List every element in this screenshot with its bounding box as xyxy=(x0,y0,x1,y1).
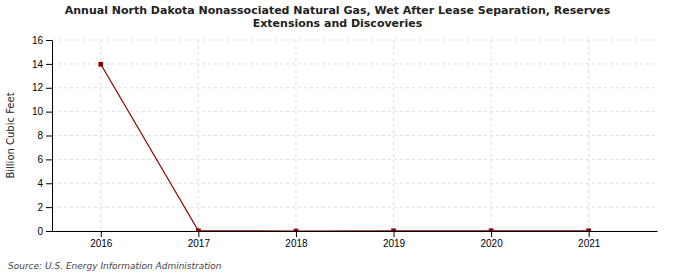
tick-label: 2021 xyxy=(578,238,601,249)
marker xyxy=(489,228,494,231)
tick-label: 2017 xyxy=(188,238,211,249)
tick: 2020 xyxy=(480,231,503,249)
tick-mark xyxy=(46,231,52,232)
grid-line xyxy=(52,111,657,112)
marker xyxy=(196,228,201,231)
tick-mark xyxy=(46,88,52,89)
tick-label: 6 xyxy=(37,154,43,165)
plot: 2016 2017 2018 2019 2020 2021 0 2 4 6 8 10 12 14 16 xyxy=(32,35,658,249)
source: Source: U.S. Energy Information Administ… xyxy=(8,261,222,271)
marker xyxy=(294,229,299,231)
tick: 6 xyxy=(37,154,52,165)
grid-line xyxy=(100,40,101,231)
title-line: Annual North Dakota Nonassociated Natura… xyxy=(65,4,611,17)
tick-label: 2 xyxy=(37,202,43,213)
tick: 2019 xyxy=(383,231,406,249)
tick-mark xyxy=(394,231,395,237)
tick-mark xyxy=(296,231,297,237)
grid-line xyxy=(52,207,657,208)
tick: 14 xyxy=(32,59,52,70)
tick: 4 xyxy=(37,178,52,189)
line xyxy=(101,64,589,231)
x-axis: 2016 2017 2018 2019 2020 2021 xyxy=(53,231,658,249)
marker xyxy=(98,62,103,67)
tick-label: 2018 xyxy=(285,238,308,249)
tick: 2021 xyxy=(578,231,601,249)
grid-line xyxy=(588,40,589,231)
grid-line xyxy=(295,40,296,231)
tick: 2016 xyxy=(90,231,113,249)
tick: 2018 xyxy=(285,231,308,249)
tick-mark xyxy=(198,231,199,237)
tick-mark xyxy=(46,159,52,160)
series xyxy=(98,62,591,231)
grid-line xyxy=(52,63,657,64)
tick: 0 xyxy=(37,226,52,237)
axis-line xyxy=(52,41,53,232)
title: Annual North Dakota Nonassociated Natura… xyxy=(65,4,611,30)
tick: 2 xyxy=(37,202,52,213)
marker xyxy=(586,228,591,231)
tick-mark xyxy=(46,40,52,41)
tick-label: 16 xyxy=(32,35,44,46)
tick-label: 8 xyxy=(37,130,43,141)
tick-label: 14 xyxy=(32,59,44,70)
tick-mark xyxy=(491,231,492,237)
tick-label: 2019 xyxy=(383,238,406,249)
tick-label: 0 xyxy=(37,226,43,237)
grid-line xyxy=(52,87,657,88)
y-axis-label: Billion Cubic Feet xyxy=(5,92,16,178)
tick: 8 xyxy=(37,130,52,141)
tick: 12 xyxy=(32,82,52,93)
tick-label: 4 xyxy=(37,178,43,189)
tick-mark xyxy=(46,183,52,184)
grid-line xyxy=(393,40,394,231)
grid-line xyxy=(52,183,657,184)
tick-label: 12 xyxy=(32,82,44,93)
grid xyxy=(52,40,657,231)
tick-mark xyxy=(46,112,52,113)
tick: 16 xyxy=(32,35,52,46)
tick-label: 2016 xyxy=(90,238,113,249)
tick-mark xyxy=(46,136,52,137)
tick-mark xyxy=(46,207,52,208)
tick-label: 2020 xyxy=(480,238,503,249)
tick: 2017 xyxy=(188,231,211,249)
grid-line xyxy=(491,40,492,231)
tick-mark xyxy=(589,231,590,237)
grid-line xyxy=(52,40,657,41)
marker xyxy=(391,228,396,231)
tick-mark xyxy=(101,231,102,237)
tick-label: 10 xyxy=(32,106,44,117)
axis-line xyxy=(53,231,658,232)
y-axis: 0 2 4 6 8 10 12 14 16 xyxy=(32,35,53,237)
chart: Annual North Dakota Nonassociated Natura… xyxy=(0,0,675,275)
tick-mark xyxy=(46,64,52,65)
grid-line xyxy=(52,159,657,160)
tick: 10 xyxy=(32,106,52,117)
title-line: Extensions and Discoveries xyxy=(253,17,423,30)
grid-line xyxy=(198,40,199,231)
